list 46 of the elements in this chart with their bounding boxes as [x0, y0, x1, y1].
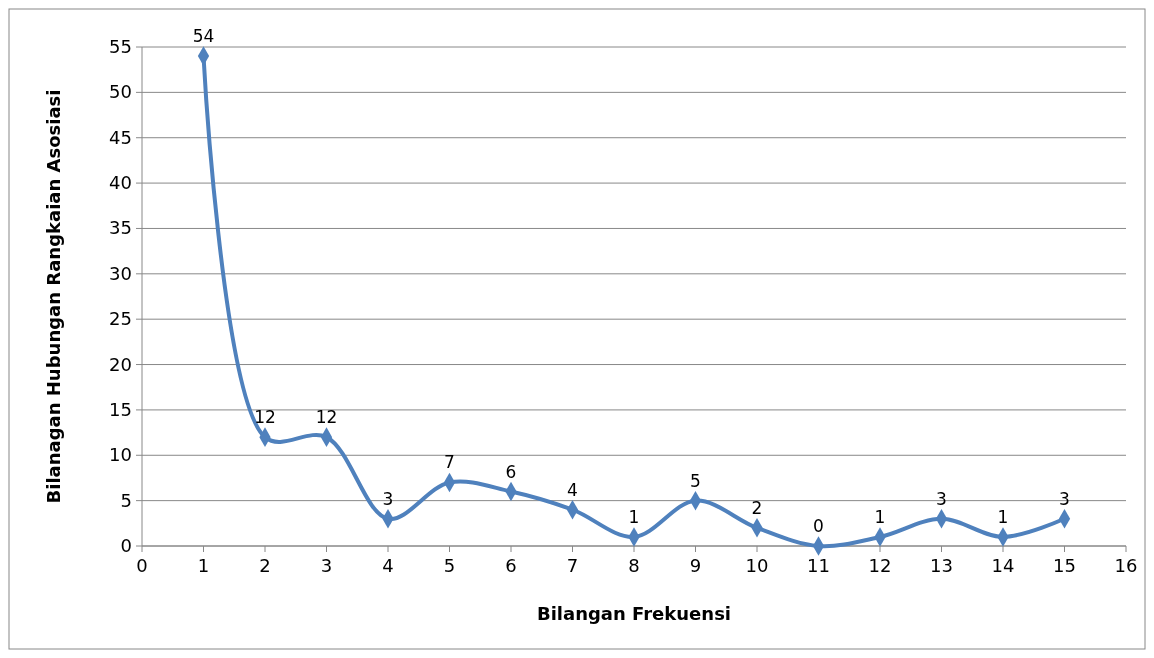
data-label: 1 [874, 506, 886, 527]
data-label: 6 [505, 461, 517, 482]
x-tick-label: 12 [868, 555, 892, 576]
x-tick-label: 2 [259, 555, 271, 576]
data-label: 7 [444, 452, 455, 473]
data-label: 0 [813, 516, 824, 536]
data-label: 4 [567, 479, 578, 500]
x-tick-label: 8 [628, 555, 640, 576]
y-tick-label: 20 [109, 353, 132, 375]
x-tick-label: 16 [1114, 555, 1138, 576]
y-tick-label: 0 [120, 535, 132, 556]
data-label: 12 [254, 407, 276, 428]
x-tick-label: 3 [320, 555, 333, 576]
x-tick-label: 10 [745, 555, 769, 576]
data-label: 54 [192, 26, 215, 47]
x-tick-label: 14 [991, 555, 1015, 576]
data-label: 1 [628, 506, 640, 527]
x-tick-label: 9 [689, 555, 702, 576]
y-tick-label: 40 [109, 172, 132, 194]
x-tick-label: 11 [807, 555, 830, 576]
x-tick-label: 15 [1053, 555, 1076, 576]
data-label: 3 [1059, 488, 1070, 509]
x-tick-label: 0 [136, 555, 148, 576]
x-tick-label: 5 [443, 555, 456, 576]
data-label: 12 [315, 407, 338, 428]
y-tick-label: 50 [109, 81, 132, 103]
x-tick-label: 6 [505, 555, 517, 576]
y-tick-label: 45 [109, 126, 132, 148]
y-tick-label: 55 [109, 36, 132, 57]
y-tick-label: 30 [109, 262, 132, 284]
data-label: 3 [936, 488, 947, 509]
y-tick-label: 25 [109, 308, 132, 330]
data-label: 2 [751, 497, 763, 518]
y-axis-title: Bilanagan Hubungan Rangkaian Asosiasi [43, 89, 64, 504]
data-label: 3 [382, 488, 394, 509]
y-tick-label: 35 [109, 217, 132, 239]
x-tick-label: 1 [197, 555, 210, 576]
x-axis-title: Bilangan Frekuensi [536, 603, 732, 624]
y-tick-label: 5 [120, 489, 132, 511]
x-tick-label: 4 [382, 555, 394, 576]
y-tick-label: 15 [109, 398, 132, 420]
y-tick-label: 10 [109, 444, 132, 466]
data-label: 1 [997, 506, 1009, 527]
x-tick-label: 7 [566, 555, 579, 576]
x-tick-label: 13 [930, 555, 953, 576]
data-label: 5 [690, 470, 701, 491]
